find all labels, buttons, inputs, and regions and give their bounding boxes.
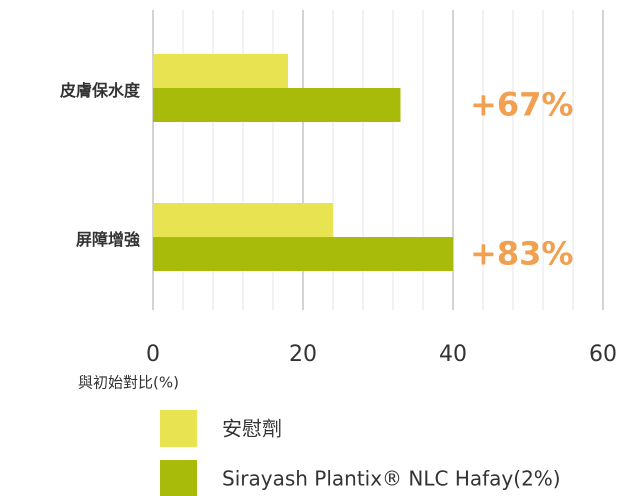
legend-swatch (160, 460, 197, 496)
bar (153, 88, 401, 122)
legend-label: Sirayash Plantix® NLC Hafay(2%) (222, 467, 561, 491)
bar (153, 54, 288, 88)
x-tick-label: 40 (439, 342, 467, 367)
bar (153, 237, 453, 271)
bar (153, 203, 333, 237)
x-tick-label: 0 (146, 342, 160, 367)
annotation: +83% (470, 235, 573, 273)
y-tick-label: 屏障增強 (76, 230, 140, 249)
legend-label: 安慰劑 (222, 417, 282, 441)
x-tick-label: 20 (289, 342, 317, 367)
x-tick-label: 60 (589, 342, 617, 367)
x-axis-label: 與初始對比(%) (78, 374, 179, 392)
legend-swatch (160, 410, 197, 447)
y-tick-label: 皮膚保水度 (59, 81, 141, 100)
annotation: +67% (470, 86, 573, 124)
